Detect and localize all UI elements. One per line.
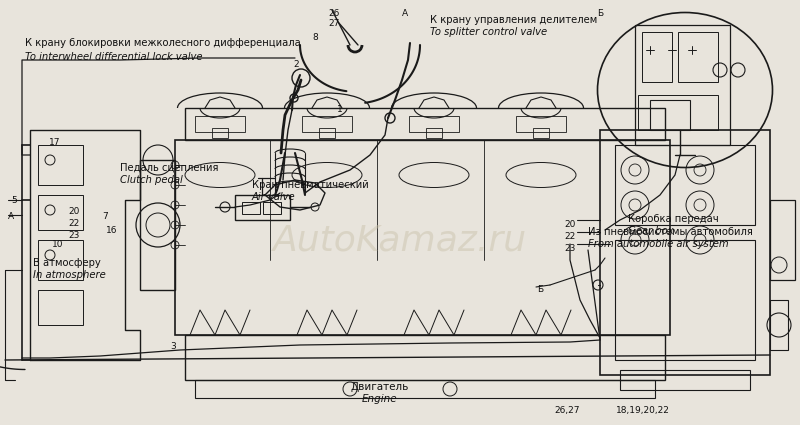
Bar (140, 160, 175, 290)
Text: 16: 16 (106, 226, 118, 235)
Text: К крану блокировки межколесного дифференциала: К крану блокировки межколесного дифферен… (25, 38, 301, 48)
Bar (302, 116, 352, 132)
Bar (678, 32, 718, 82)
Bar (195, 380, 655, 398)
Text: 18,19,20,22: 18,19,20,22 (616, 406, 670, 415)
Text: 20: 20 (564, 220, 576, 229)
Text: К крану управления делителем: К крану управления делителем (430, 15, 598, 25)
Text: 26: 26 (328, 9, 340, 18)
Bar (409, 116, 459, 132)
Text: 17: 17 (50, 138, 61, 147)
Text: A: A (8, 212, 14, 221)
Text: 10: 10 (52, 240, 64, 249)
Text: Б: Б (597, 9, 603, 18)
Bar (650, 100, 690, 130)
Text: 1: 1 (337, 105, 343, 114)
Text: 22: 22 (68, 219, 80, 228)
Bar (38, 195, 83, 230)
Bar (635, 25, 730, 145)
Bar (615, 240, 755, 360)
Bar (319, 128, 335, 138)
Text: In atmosphere: In atmosphere (33, 270, 106, 280)
Bar (38, 145, 83, 185)
Text: Gear box: Gear box (628, 226, 674, 236)
Text: To splitter control valve: To splitter control valve (430, 27, 547, 37)
Text: 3: 3 (170, 342, 176, 351)
Text: 26,27: 26,27 (554, 406, 580, 415)
Text: 5: 5 (11, 196, 17, 205)
Text: Б: Б (537, 285, 543, 294)
Text: Clutch pedal: Clutch pedal (120, 175, 182, 185)
Bar (642, 32, 672, 82)
Text: From automobile air system: From automobile air system (588, 239, 729, 249)
Text: 7: 7 (102, 212, 108, 221)
Bar (620, 370, 750, 390)
Text: Engine: Engine (362, 394, 398, 404)
Bar (516, 116, 566, 132)
Text: 27: 27 (328, 19, 340, 28)
Bar (38, 240, 83, 280)
Text: Кран пневматический: Кран пневматический (252, 180, 369, 190)
Bar (615, 145, 755, 225)
Text: 2: 2 (293, 60, 299, 69)
Bar (195, 116, 245, 132)
Text: 23: 23 (564, 244, 576, 253)
Text: 20: 20 (68, 207, 80, 216)
Bar (770, 200, 795, 280)
Text: Из пневмосистемы автомобиля: Из пневмосистемы автомобиля (588, 227, 753, 237)
Text: Коробка передач: Коробка передач (628, 214, 718, 224)
Text: 22: 22 (564, 232, 576, 241)
Bar (185, 108, 665, 140)
Bar (212, 128, 228, 138)
Bar (175, 140, 670, 335)
Bar (638, 95, 718, 130)
Text: В атмосферу: В атмосферу (33, 258, 101, 268)
Bar (235, 195, 290, 220)
Bar (426, 128, 442, 138)
Text: 23: 23 (68, 231, 80, 240)
Text: Педаль сцепления: Педаль сцепления (120, 163, 218, 173)
Text: AutoKamaz.ru: AutoKamaz.ru (273, 223, 527, 257)
Text: Двигатель: Двигатель (351, 382, 409, 392)
Bar (242, 202, 260, 214)
Text: Air valve: Air valve (252, 192, 296, 202)
Bar (263, 202, 281, 214)
Bar (533, 128, 549, 138)
Text: 8: 8 (312, 33, 318, 42)
Bar (38, 290, 83, 325)
Bar (770, 300, 788, 350)
Bar (185, 335, 665, 380)
Text: A: A (402, 9, 408, 18)
Bar (600, 130, 770, 375)
Text: To interwheel differential lock valve: To interwheel differential lock valve (25, 52, 202, 62)
